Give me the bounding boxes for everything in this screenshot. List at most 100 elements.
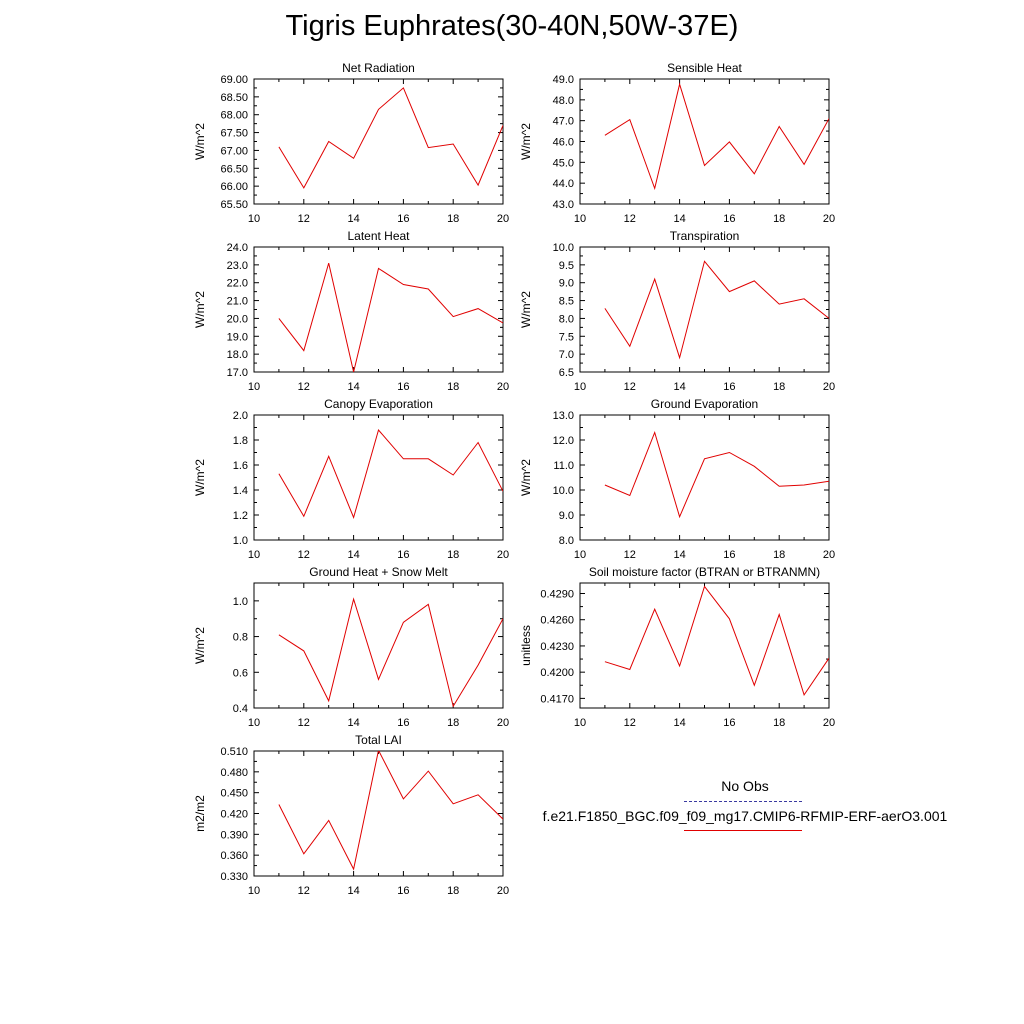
y-tick-label: 24.0 <box>227 242 248 254</box>
series-line <box>604 82 829 191</box>
panel-6: Ground Evaporation W/m^2 10 12 14 16 18 20 8.0 9.… <box>519 397 835 561</box>
y-axis-label: W/m^2 <box>193 459 207 496</box>
series-line <box>278 262 503 372</box>
y-tick-label: 13.0 <box>553 410 574 422</box>
plot-frame <box>253 246 504 373</box>
y-tick-label: 9.0 <box>559 278 574 290</box>
x-tick-label: 12 <box>624 717 636 729</box>
x-tick-label: 10 <box>574 213 586 225</box>
y-tick-label: 18.0 <box>227 349 248 361</box>
y-tick-label: 0.6 <box>233 667 248 679</box>
panel-title: Sensible Heat <box>667 61 742 75</box>
main-title: Tigris Euphrates(30-40N,50W-37E) <box>285 10 739 42</box>
y-tick-label: 66.00 <box>220 181 248 193</box>
y-tick-label: 69.00 <box>220 74 248 86</box>
x-tick-label: 20 <box>497 381 509 393</box>
x-tick-label: 20 <box>497 885 509 897</box>
x-tick-label: 18 <box>447 213 459 225</box>
plot-frame <box>253 750 504 877</box>
y-tick-label: 0.330 <box>220 871 248 883</box>
x-tick-label: 10 <box>248 213 260 225</box>
x-tick-label: 10 <box>574 381 586 393</box>
panel-3: Latent Heat W/m^2 10 12 14 16 18 20 17.0 18.0 19.0… <box>193 229 509 393</box>
panel-2: Sensible Heat W/m^2 10 12 14 16 18 20 43.0 44.0 45… <box>519 61 835 225</box>
x-tick-label: 12 <box>624 381 636 393</box>
x-tick-label: 18 <box>773 717 785 729</box>
y-tick-label: 47.0 <box>553 116 574 128</box>
x-tick-label: 14 <box>347 717 359 729</box>
panel-title: Net Radiation <box>342 61 415 75</box>
y-tick-label: 23.0 <box>227 260 248 272</box>
y-tick-label: 0.450 <box>220 788 248 800</box>
y-tick-label: 7.5 <box>559 331 574 343</box>
y-tick-label: 68.50 <box>220 92 248 104</box>
panel-title: Transpiration <box>670 229 740 243</box>
panel-title: Ground Heat + Snow Melt <box>309 565 448 579</box>
panel-8: Soil moisture factor (BTRAN or BTRANMN) u… <box>519 565 835 729</box>
plot-frame <box>579 78 830 205</box>
legend-case-line <box>684 830 802 831</box>
x-tick-label: 14 <box>673 213 685 225</box>
y-axis-label: m2/m2 <box>193 795 207 832</box>
y-tick-label: 8.0 <box>559 313 574 325</box>
x-tick-label: 16 <box>723 213 735 225</box>
y-tick-label: 17.0 <box>227 367 248 379</box>
plot-frame <box>253 78 504 205</box>
y-tick-label: 0.390 <box>220 829 248 841</box>
y-tick-label: 1.0 <box>233 535 248 547</box>
x-tick-label: 16 <box>723 717 735 729</box>
panel-5: Canopy Evaporation W/m^2 10 12 14 16 18 20 1.0 1.… <box>193 397 509 561</box>
x-tick-label: 18 <box>773 213 785 225</box>
x-tick-label: 18 <box>773 381 785 393</box>
y-tick-label: 22.0 <box>227 278 248 290</box>
y-tick-label: 67.50 <box>220 128 248 140</box>
panel-9: Total LAI m2/m2 10 12 14 16 18 20 0.330 0.360 0.39… <box>193 733 509 897</box>
y-tick-label: 1.2 <box>233 510 248 522</box>
y-tick-label: 43.0 <box>553 199 574 211</box>
y-tick-label: 8.0 <box>559 535 574 547</box>
y-axis-label: unitless <box>519 625 533 666</box>
series-line <box>278 597 503 708</box>
x-tick-label: 20 <box>823 213 835 225</box>
series-line <box>604 430 829 519</box>
y-tick-label: 0.4290 <box>540 588 574 600</box>
plot-frame <box>253 414 504 541</box>
y-tick-label: 19.0 <box>227 331 248 343</box>
x-tick-label: 20 <box>823 381 835 393</box>
x-tick-label: 14 <box>673 717 685 729</box>
legend-case-label: f.e21.F1850_BGC.f09_f09_mg17.CMIP6-RFMIP… <box>542 808 948 824</box>
x-tick-label: 12 <box>298 885 310 897</box>
x-tick-label: 18 <box>447 381 459 393</box>
plot-frame <box>579 582 830 709</box>
y-tick-label: 9.5 <box>559 260 574 272</box>
y-tick-label: 46.0 <box>553 137 574 149</box>
x-tick-label: 12 <box>298 717 310 729</box>
x-tick-label: 18 <box>447 549 459 561</box>
x-tick-label: 14 <box>347 885 359 897</box>
y-tick-label: 0.4230 <box>540 641 574 653</box>
x-tick-label: 18 <box>447 717 459 729</box>
panel-4: Transpiration W/m^2 10 12 14 16 18 20 6.5 7.0 7.5 8… <box>519 229 835 393</box>
y-tick-label: 2.0 <box>233 410 248 422</box>
y-axis-label: W/m^2 <box>519 459 533 496</box>
y-tick-label: 0.480 <box>220 767 248 779</box>
x-tick-label: 20 <box>823 717 835 729</box>
y-axis-label: W/m^2 <box>193 291 207 328</box>
panel-title: Total LAI <box>355 733 402 747</box>
y-tick-label: 0.360 <box>220 850 248 862</box>
x-tick-label: 18 <box>773 549 785 561</box>
y-tick-label: 49.0 <box>553 74 574 86</box>
y-axis-label: W/m^2 <box>193 123 207 160</box>
y-tick-label: 1.8 <box>233 435 248 447</box>
x-tick-label: 12 <box>624 213 636 225</box>
y-tick-label: 0.8 <box>233 632 248 644</box>
y-tick-label: 21.0 <box>227 296 248 308</box>
panel-7: Ground Heat + Snow Melt W/m^2 10 12 14 16 18 20… <box>193 565 509 729</box>
y-tick-label: 67.00 <box>220 145 248 157</box>
y-tick-label: 45.0 <box>553 157 574 169</box>
plot-frame <box>253 582 504 709</box>
x-tick-label: 10 <box>574 549 586 561</box>
y-tick-label: 68.00 <box>220 110 248 122</box>
y-tick-label: 11.0 <box>553 460 574 472</box>
y-axis-label: W/m^2 <box>193 627 207 664</box>
